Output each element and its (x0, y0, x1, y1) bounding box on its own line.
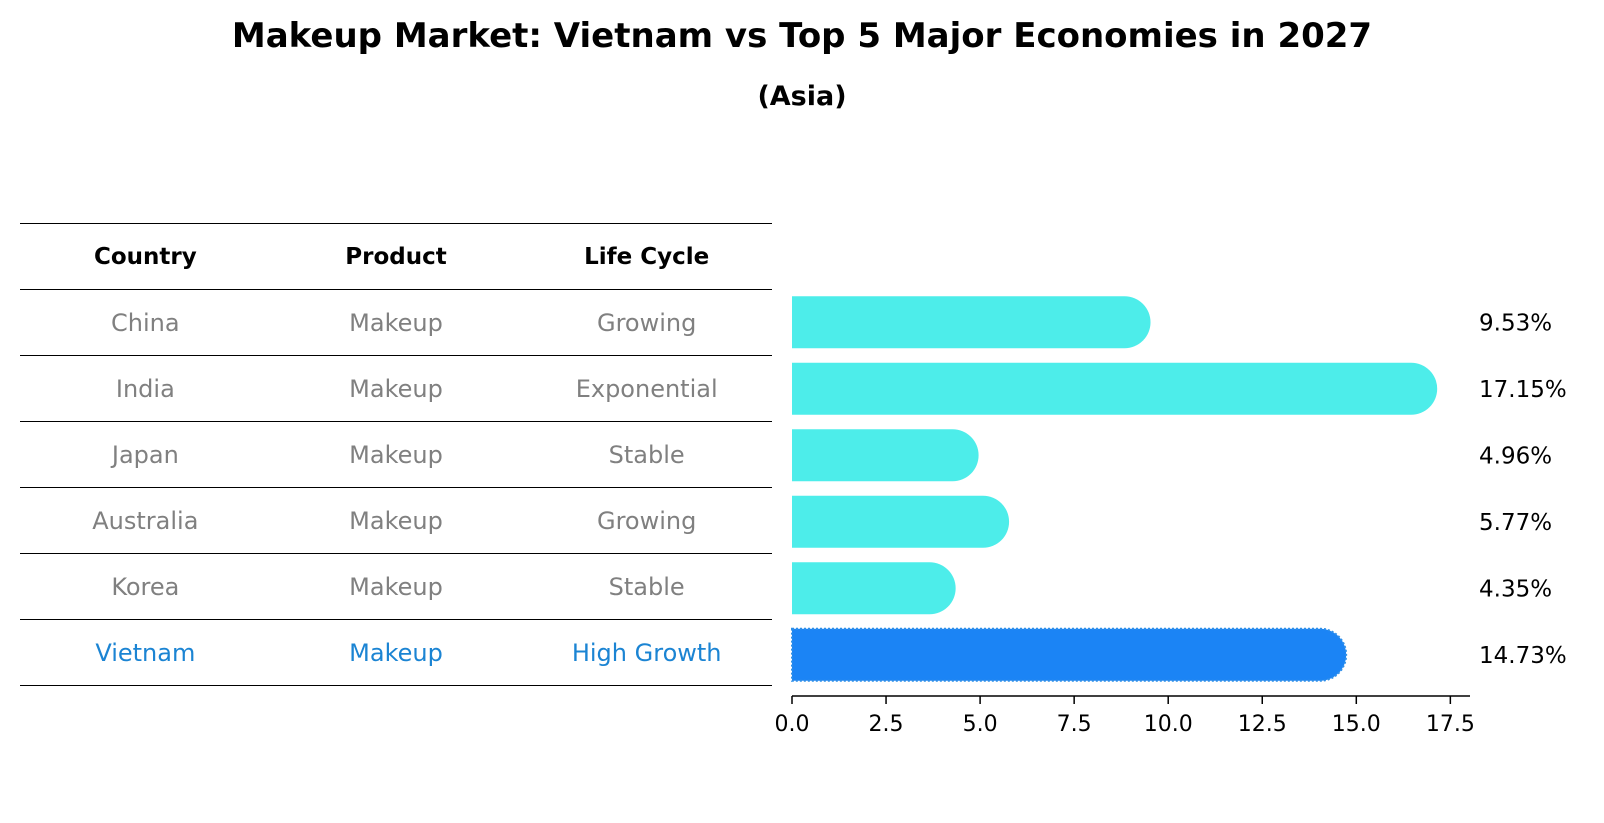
table-header-row: Country Product Life Cycle (20, 223, 772, 289)
chart-title: Makeup Market: Vietnam vs Top 5 Major Ec… (231, 16, 1373, 56)
x-tick-label: 2.5 (869, 712, 904, 737)
x-tick-label: 15.0 (1332, 712, 1381, 737)
bar-japan (792, 429, 979, 482)
product-cell: Makeup (349, 440, 443, 469)
bar-india (792, 362, 1438, 415)
data-label: 9.53% (1479, 310, 1552, 336)
x-tick-label: 5.0 (963, 712, 998, 737)
product-cell: Makeup (349, 308, 443, 337)
country-cell: India (115, 374, 175, 403)
table-row-highlight: Vietnam Makeup High Growth (20, 619, 772, 686)
table-row: China Makeup Growing (20, 289, 772, 355)
country-cell: Australia (92, 506, 199, 535)
data-label: 14.73% (1479, 643, 1567, 669)
x-tick-label: 0.0 (775, 712, 810, 737)
x-tick-label: 12.5 (1238, 712, 1287, 737)
table-row: Korea Makeup Stable (20, 553, 772, 619)
header-product: Product (345, 243, 447, 270)
bar-china (792, 296, 1151, 349)
data-label: 5.77% (1479, 510, 1552, 536)
x-tick-label: 7.5 (1057, 712, 1092, 737)
country-cell: Vietnam (95, 638, 196, 667)
bar-korea (792, 562, 956, 615)
data-label: 4.96% (1479, 443, 1552, 469)
chart-subtitle: (Asia) (757, 81, 847, 112)
header-life-cycle: Life Cycle (584, 243, 710, 270)
product-cell: Makeup (349, 638, 443, 667)
data-table: Country Product Life Cycle China Makeup … (20, 223, 772, 686)
x-tick-label: 17.5 (1426, 712, 1475, 737)
data-label: 4.35% (1479, 576, 1552, 602)
product-cell: Makeup (349, 572, 443, 601)
life-cycle-cell: Stable (608, 572, 685, 601)
table-row: India Makeup Exponential (20, 355, 772, 421)
header-country: Country (93, 243, 197, 270)
life-cycle-cell: Growing (596, 308, 697, 337)
product-cell: Makeup (349, 506, 443, 535)
bar-vietnam (791, 627, 1348, 682)
x-tick-label: 10.0 (1144, 712, 1193, 737)
table-row: Japan Makeup Stable (20, 421, 772, 487)
country-cell: China (111, 308, 180, 337)
data-label: 17.15% (1479, 377, 1567, 403)
bar-australia (792, 495, 1010, 548)
country-cell: Japan (111, 440, 179, 469)
table-row: Australia Makeup Growing (20, 487, 772, 553)
life-cycle-cell: Growing (596, 506, 697, 535)
life-cycle-cell: Exponential (575, 374, 718, 403)
life-cycle-cell: Stable (608, 440, 685, 469)
country-cell: Korea (111, 572, 180, 601)
life-cycle-cell: High Growth (571, 638, 722, 667)
product-cell: Makeup (349, 374, 443, 403)
